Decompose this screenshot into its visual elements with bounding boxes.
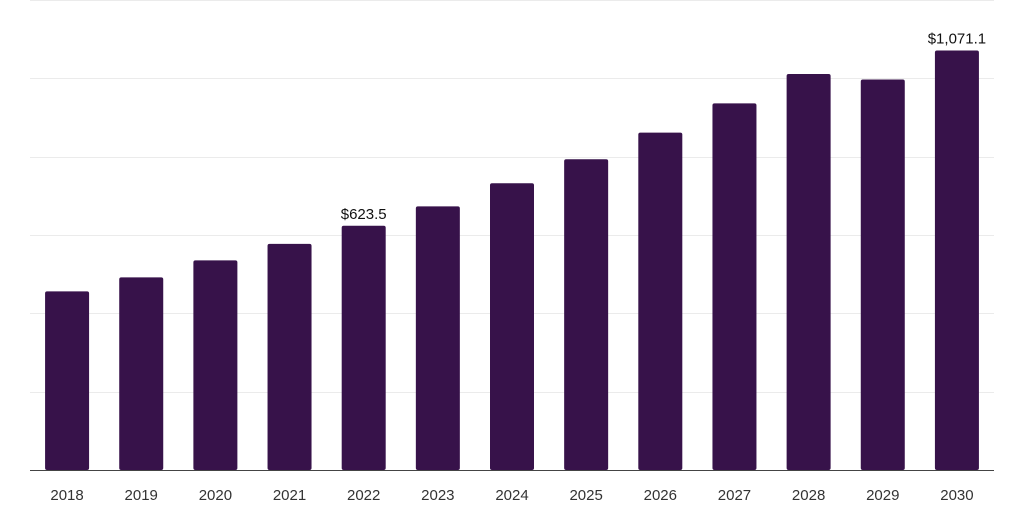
bar-2026 <box>638 132 683 470</box>
x-tick-label-2024: 2024 <box>495 487 528 504</box>
bar-2028 <box>786 74 831 471</box>
bars <box>45 50 979 471</box>
x-tick-label-2020: 2020 <box>199 487 232 504</box>
x-axis-tick-labels: 2018 2019 2020 2021 2022 2023 2024 2025 2026 2027… <box>50 487 973 504</box>
x-tick-label-2027: 2027 <box>718 487 751 504</box>
bar-2030 <box>934 50 979 470</box>
x-tick-label-2028: 2028 <box>792 487 825 504</box>
bar-2020 <box>193 260 238 470</box>
bar-2029 <box>860 79 905 470</box>
x-tick-label-2030: 2030 <box>940 487 973 504</box>
data-label-2022: $623.5 <box>341 206 387 223</box>
bar-2022 <box>341 225 386 470</box>
bar-2025 <box>564 159 609 471</box>
bar-2023 <box>415 206 460 470</box>
x-tick-label-2023: 2023 <box>421 487 454 504</box>
x-tick-label-2022: 2022 <box>347 487 380 504</box>
bar-2024 <box>490 183 534 470</box>
data-label-2030: $1,071.1 <box>928 30 986 47</box>
x-tick-label-2025: 2025 <box>569 487 602 504</box>
bar-2021 <box>267 243 312 470</box>
x-tick-label-2019: 2019 <box>125 487 158 504</box>
x-tick-label-2029: 2029 <box>866 487 899 504</box>
bar-2019 <box>119 277 164 470</box>
bar-2027 <box>712 103 757 471</box>
data-labels: $623.5 $1,071.1 <box>341 30 986 222</box>
x-tick-label-2026: 2026 <box>644 487 677 504</box>
bar-2018 <box>45 291 90 470</box>
x-tick-label-2018: 2018 <box>50 487 83 504</box>
x-tick-label-2021: 2021 <box>273 487 306 504</box>
